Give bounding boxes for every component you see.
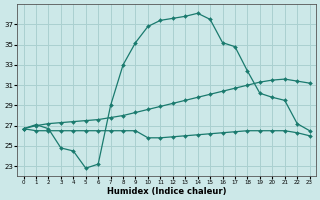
X-axis label: Humidex (Indice chaleur): Humidex (Indice chaleur) <box>107 187 226 196</box>
